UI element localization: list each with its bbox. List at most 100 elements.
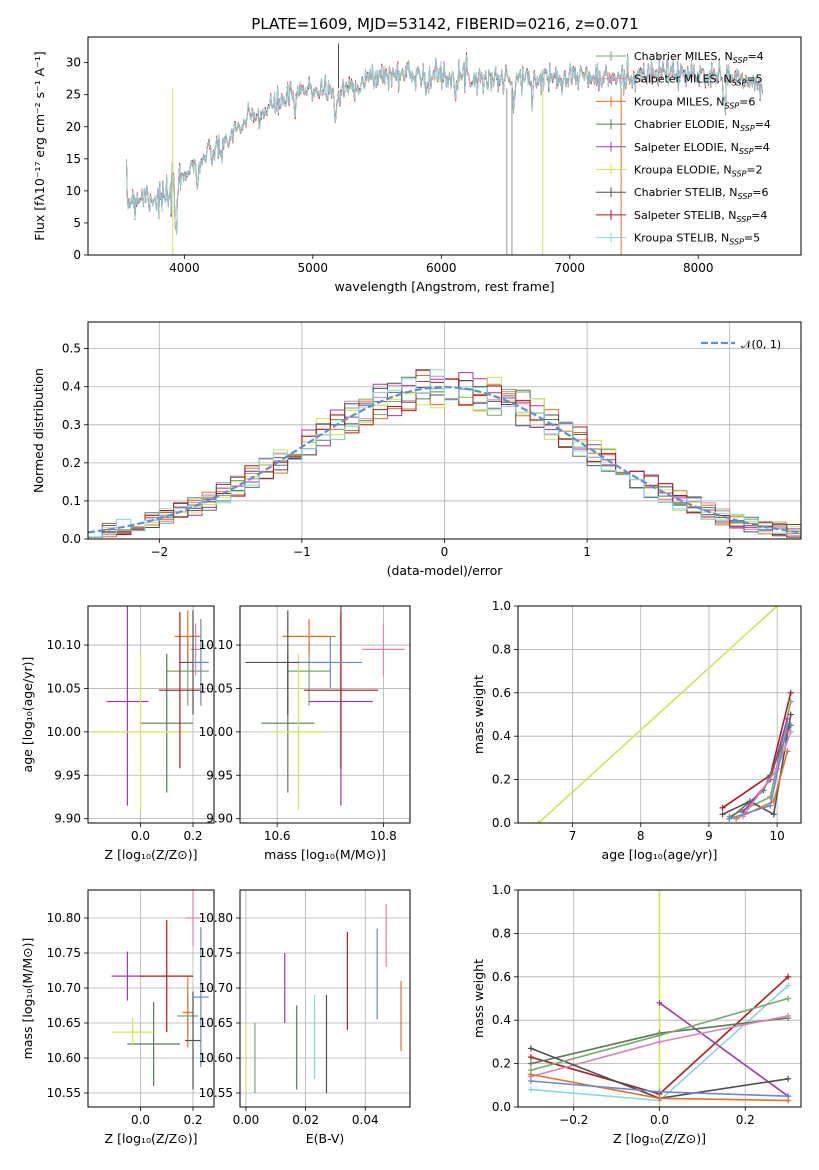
x-axis-label: age [log₁₀(age/yr)] [602, 847, 718, 862]
y-tick-label: 10.70 [199, 981, 233, 995]
legend-count: =5 [746, 73, 762, 86]
x-axis-label: mass [log₁₀(M/M⊙)] [264, 847, 386, 862]
legend-entry: Salpeter MILES, NSSP=5 [634, 73, 763, 88]
x-tick-label: 9 [705, 829, 713, 843]
legend-entry: Chabrier ELODIE, NSSP=4 [634, 118, 771, 133]
x-tick-label: 0.04 [352, 1113, 379, 1127]
y-tick-label: 0 [73, 248, 81, 262]
y-tick-label: 9.90 [54, 812, 81, 826]
errorbar-blue-model [298, 636, 363, 689]
errorbar-kroupa-elodie [271, 653, 325, 810]
y-tick-label: 10.55 [47, 1086, 81, 1100]
y-axis-label: age [log₁₀(age/yr)] [20, 657, 35, 773]
errorbar-chabrier-stelib [185, 991, 201, 1090]
axes-frame [239, 605, 411, 824]
panel-spectrum: 4000 5000 6000 7000 8000 0 5 10 15 20 25 30 waveleng… [32, 36, 802, 294]
x-tick-label: −0.2 [559, 1113, 588, 1127]
plot-area-mass-vs-Z [88, 890, 214, 1107]
y-tick-label: 1.0 [492, 599, 511, 613]
x-tick-label: 2 [726, 545, 734, 559]
legend-count: =4 [755, 118, 771, 131]
panel-mass-vs-EBV: 0.00 0.02 0.04 10.55 10.60 10.65 10.70 10.75 10.… [199, 889, 411, 1146]
axes-frame [87, 889, 215, 1108]
y-tick-label: 0.4 [492, 1013, 511, 1027]
normal-legend-label: 𝒩(0, 1) [741, 338, 781, 351]
plot-area-age-vs-Z [88, 606, 214, 823]
x-tick-label: 5000 [298, 261, 329, 275]
x-tick-label: 6000 [426, 261, 457, 275]
panel-age-vs-Z: 0.0 0.2 9.90 9.95 10.00 10.05 10.10 Z [log₁₀(Z/… [20, 605, 215, 862]
panel-mass-weight-vs-age: 7 8 9 10 0.0 0.2 0.4 0.6 0.8 1.0 age [log₁₀(age/yr… [471, 599, 802, 862]
axes-frame [239, 889, 411, 1108]
y-tick-label: 30 [66, 56, 81, 70]
x-axis-label: E(B-V) [306, 1131, 345, 1146]
legend-count: =4 [751, 209, 767, 222]
legend-model-name: Salpeter STELIB, N [634, 209, 736, 222]
y-tick-label: 10.70 [47, 981, 81, 995]
x-tick-label: 1 [583, 545, 591, 559]
weight-line-salpeter-elodie [659, 1002, 789, 1097]
x-axis-label: (data-model)/error [387, 563, 504, 578]
y-tick-label: 10.65 [199, 1016, 233, 1030]
histogram-kroupa-stelib [88, 369, 801, 539]
legend-count: =4 [754, 141, 770, 154]
legend-model-name: Kroupa ELODIE, N [634, 164, 732, 177]
y-tick-label: 10.60 [47, 1051, 81, 1065]
x-tick-label: −1 [293, 545, 311, 559]
legend-entry: Salpeter ELODIE, NSSP=4 [634, 141, 770, 156]
x-tick-label: 10.6 [264, 829, 291, 843]
x-axis-label: Z [log₁₀(Z/Z⊙)] [613, 1131, 706, 1146]
panel-residuals: −2 −1 0 1 2 0.0 0.1 0.2 0.3 0.4 0.5 (data-model)/er… [31, 321, 802, 578]
y-tick-label: 10.10 [47, 638, 81, 652]
errorbar-blue-model [193, 619, 209, 706]
y-tick-label: 10.75 [47, 946, 81, 960]
legend-model-name: Kroupa STELIB, N [634, 232, 729, 245]
axes-frame [87, 605, 215, 824]
legend-model-name: Salpeter ELODIE, N [634, 141, 739, 154]
x-tick-label: 7000 [554, 261, 585, 275]
x-tick-label: 0.02 [292, 1113, 319, 1127]
y-axis-label: Flux [fλ10⁻¹⁷ erg cm⁻² s⁻¹ A⁻¹] [32, 51, 47, 240]
errorbar-chabrier-elodie [127, 1002, 180, 1086]
x-tick-label: −2 [150, 545, 168, 559]
errorbar-salpeter-miles [190, 623, 201, 676]
legend-entry: Chabrier MILES, NSSP=4 [634, 50, 764, 65]
x-tick-label: 7 [569, 829, 577, 843]
y-tick-label: 0.1 [62, 494, 81, 508]
errorbar-salpeter-elodie [111, 951, 144, 1001]
legend-model-name: Chabrier ELODIE, N [634, 118, 740, 131]
axes-frame [517, 889, 802, 1108]
legend-entry: Kroupa STELIB, NSSP=5 [634, 232, 760, 247]
y-tick-label: 0.0 [492, 816, 511, 830]
y-axis-label: mass weight [471, 959, 486, 1038]
plot-area-spectrum [126, 43, 763, 255]
y-tick-label: 10.65 [47, 1016, 81, 1030]
y-tick-label: 5 [73, 216, 81, 230]
x-tick-label: 0.00 [233, 1113, 260, 1127]
y-tick-label: 0.6 [492, 970, 511, 984]
normal-curve [88, 385, 801, 534]
legend-subscript: SSP [740, 124, 755, 133]
x-tick-label: 0.0 [131, 829, 150, 843]
x-axis-label: wavelength [Angstrom, rest frame] [334, 279, 554, 294]
y-tick-label: 25 [66, 88, 81, 102]
errorbar-kroupa-miles [182, 977, 193, 1048]
legend-model-name: Chabrier MILES, N [634, 50, 733, 63]
y-tick-label: 0.6 [492, 686, 511, 700]
legend-entry: Kroupa MILES, NSSP=6 [634, 95, 755, 110]
errorbar-chabrier-elodie [140, 653, 193, 793]
legend-subscript: SSP [732, 79, 747, 88]
plot-area-age-vs-mass [240, 606, 410, 823]
y-tick-label: 0.0 [62, 532, 81, 546]
y-tick-label: 10.75 [199, 946, 233, 960]
y-tick-label: 15 [66, 152, 81, 166]
y-tick-label: 0.0 [492, 1100, 511, 1114]
y-tick-label: 0.2 [492, 1057, 511, 1071]
spectrum-line-kroupa-stelib [126, 54, 763, 235]
x-tick-label: 0.2 [736, 1113, 755, 1127]
y-tick-label: 10.55 [199, 1086, 233, 1100]
y-tick-label: 10.05 [47, 681, 81, 695]
errorbar-kroupa-elodie [111, 1018, 154, 1047]
x-tick-label: 10 [769, 829, 784, 843]
